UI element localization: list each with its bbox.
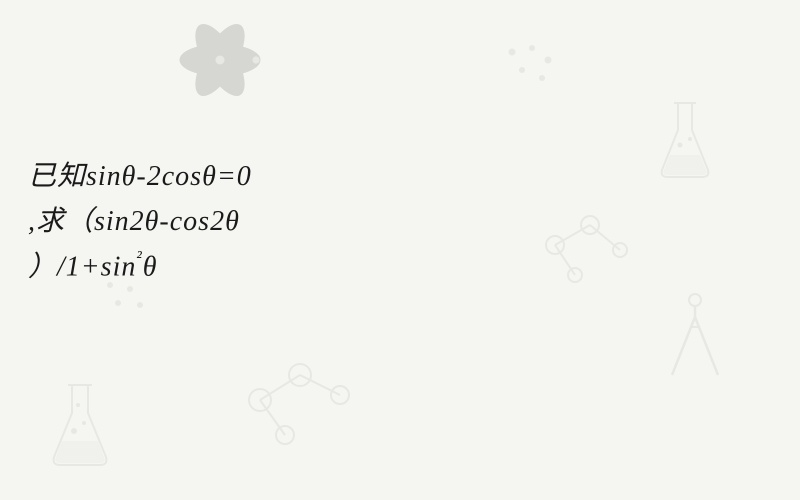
watermark-atom: [175, 15, 265, 105]
line3-part1: ）/1+sin: [28, 251, 136, 282]
line3-part2: θ: [143, 251, 158, 282]
watermark-flask: [650, 95, 720, 190]
problem-line-3: ）/1+sin²θ: [28, 245, 252, 290]
watermark-molecule: [230, 345, 360, 460]
watermark-molecule-2: [530, 200, 640, 295]
watermark-flask-2: [40, 375, 120, 480]
problem-text: 已知sinθ-2cosθ=0 ,求（sin2θ-cos2θ ）/1+sin²θ: [28, 155, 252, 290]
line3-superscript: ²: [136, 247, 142, 267]
problem-line-2: ,求（sin2θ-cos2θ: [28, 200, 252, 245]
problem-line-1: 已知sinθ-2cosθ=0: [28, 155, 252, 200]
watermark-dots: [500, 40, 560, 95]
watermark-compass: [650, 285, 740, 390]
